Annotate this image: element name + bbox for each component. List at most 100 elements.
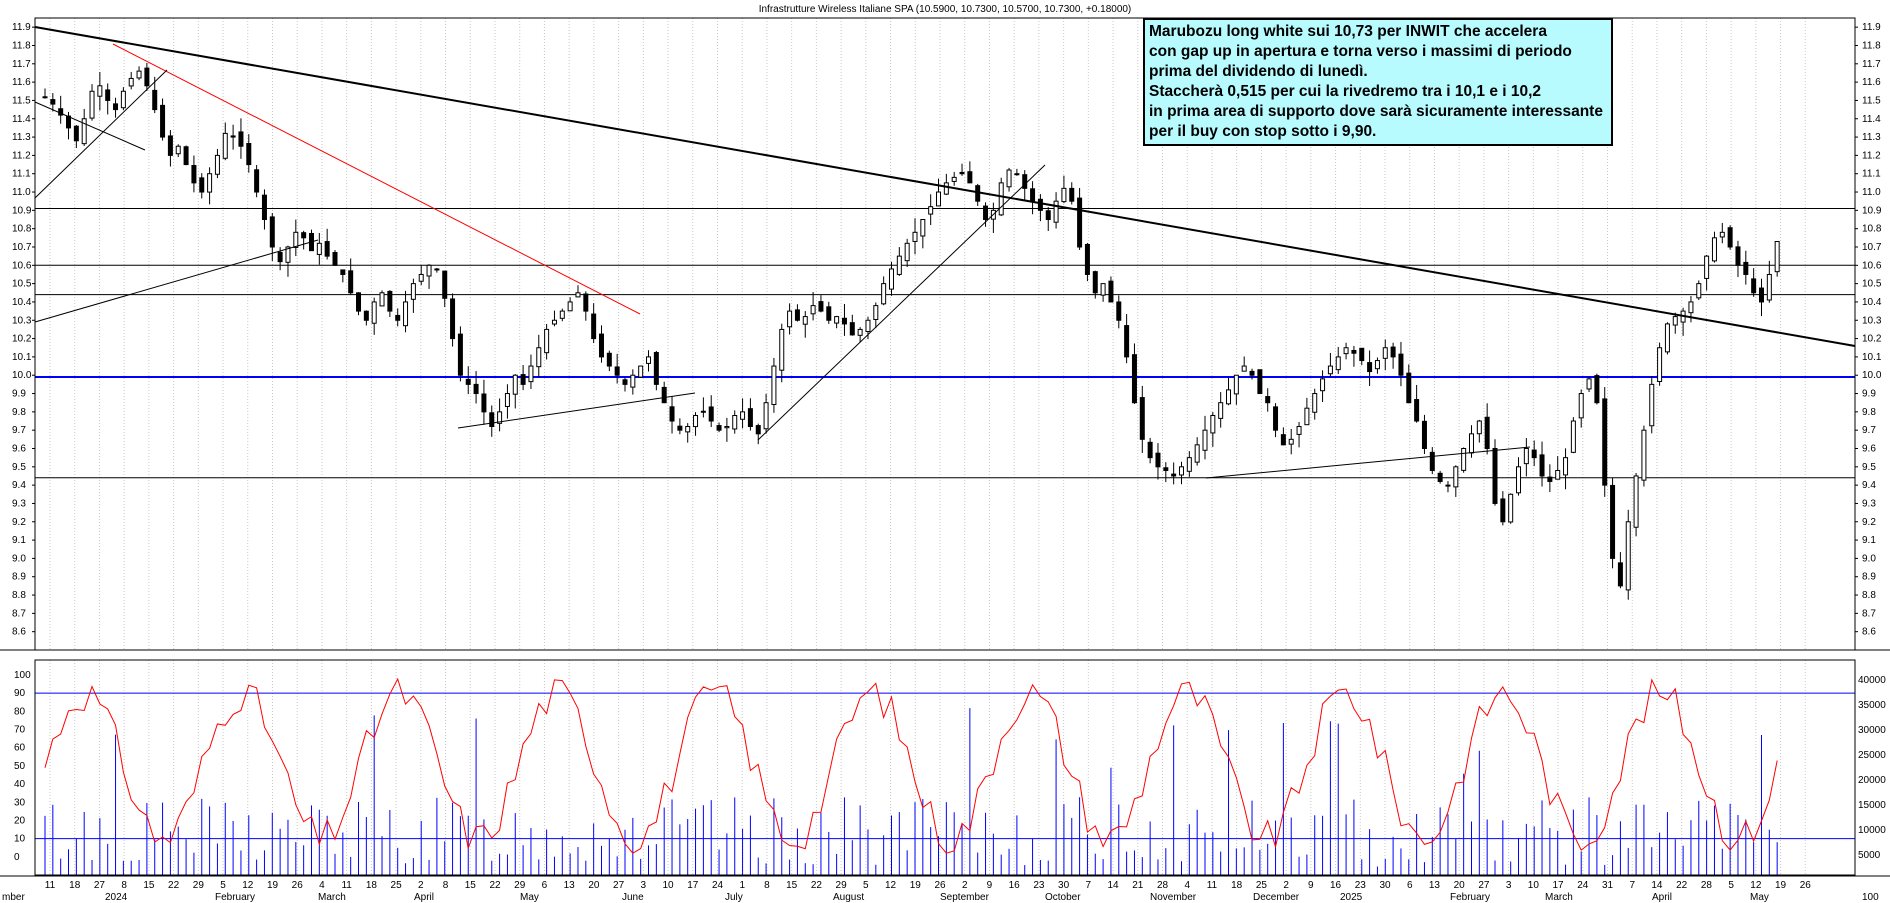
x-day-tick-label: 8 xyxy=(121,880,127,891)
y-tick-label-right: 8.7 xyxy=(1862,608,1876,619)
candle-body xyxy=(136,70,142,79)
candle-body xyxy=(418,273,424,282)
indicator-y-tick-right: 40000 xyxy=(1858,675,1886,686)
candle-body xyxy=(1516,466,1522,494)
candle-body xyxy=(583,293,589,312)
x-day-tick-label: 13 xyxy=(564,880,576,891)
x-day-tick-label: 17 xyxy=(687,880,699,891)
candle-body xyxy=(700,410,706,413)
trendline xyxy=(34,69,168,199)
indicator-y-tick-left: 0 xyxy=(14,852,20,863)
candle-body xyxy=(1273,406,1279,431)
candle-body xyxy=(434,268,440,271)
x-day-tick-label: 9 xyxy=(1308,880,1314,891)
y-tick-label-right: 11.2 xyxy=(1862,150,1881,161)
y-tick-label-left: 10.2 xyxy=(12,334,32,345)
trendline xyxy=(34,239,319,323)
candle-body xyxy=(1218,402,1224,419)
y-tick-label-right: 10.0 xyxy=(1862,370,1882,381)
candle-body xyxy=(1280,434,1286,446)
candle-body xyxy=(1421,420,1427,449)
candle-body xyxy=(1312,393,1318,413)
x-month-label: March xyxy=(1545,892,1573,903)
x-day-tick-label: 28 xyxy=(1701,880,1713,891)
annotation-line: Marubozu long white sui 10,73 per INWIT … xyxy=(1149,23,1547,40)
candle-body xyxy=(1257,369,1263,395)
candle-body xyxy=(826,306,832,321)
x-day-tick-label: 24 xyxy=(712,880,724,891)
candle-body xyxy=(332,252,338,266)
candle-body xyxy=(1774,240,1780,273)
candle-body xyxy=(1727,227,1733,248)
candle-body xyxy=(528,365,534,383)
candle-body xyxy=(1758,287,1764,303)
x-day-tick-label: 2 xyxy=(1283,880,1289,891)
y-tick-label-right: 11.6 xyxy=(1862,77,1881,88)
x-month-label: April xyxy=(1652,892,1672,903)
candle-body xyxy=(1155,452,1161,468)
annotation-line: Staccherà 0,515 per cui la rivedremo tra… xyxy=(1149,83,1542,100)
y-tick-label-right: 11.1 xyxy=(1862,169,1881,180)
x-day-tick-label: 14 xyxy=(1107,880,1119,891)
indicator-y-tick-right: 20000 xyxy=(1858,775,1886,786)
candle-body xyxy=(379,292,385,307)
y-tick-label-left: 9.2 xyxy=(12,517,26,528)
indicator-frame xyxy=(34,659,1856,876)
x-day-tick-label: 26 xyxy=(292,880,304,891)
candle-body xyxy=(1664,323,1670,353)
y-tick-label-left: 11.4 xyxy=(12,114,31,125)
indicator-y-tick-left: 60 xyxy=(14,743,26,754)
candle-body xyxy=(214,154,220,175)
candle-body xyxy=(983,205,989,221)
x-day-tick-label: 18 xyxy=(69,880,81,891)
x-day-tick-label: 5 xyxy=(220,880,226,891)
candle-body xyxy=(747,408,753,428)
oscillator-line xyxy=(44,677,1778,854)
candle-body xyxy=(1186,457,1192,472)
candle-body xyxy=(771,365,777,406)
candle-body xyxy=(489,412,495,428)
annotation-box: Marubozu long white sui 10,73 per INWIT … xyxy=(1143,18,1613,146)
candle-body xyxy=(269,216,275,248)
candle-body xyxy=(536,347,542,368)
x-month-label: June xyxy=(622,892,644,903)
candle-body xyxy=(167,135,173,156)
candle-body xyxy=(1249,370,1255,376)
x-day-tick-label: 11 xyxy=(1207,880,1218,891)
candle-body xyxy=(551,319,557,325)
x-day-tick-label: 23 xyxy=(1355,880,1367,891)
candle-body xyxy=(802,316,808,325)
x-month-label: mber xyxy=(2,892,25,903)
candle-body xyxy=(497,411,503,424)
y-tick-label-left: 11.1 xyxy=(12,169,31,180)
x-day-tick-label: 26 xyxy=(1800,880,1812,891)
x-day-tick-label: 27 xyxy=(94,880,106,891)
candle-body xyxy=(740,411,746,420)
x-month-label: February xyxy=(215,892,255,903)
annotation-line: per il buy con stop sotto i 9,90. xyxy=(1149,123,1377,140)
indicator-y-tick-right: 25000 xyxy=(1858,750,1886,761)
candle-body xyxy=(1288,438,1294,445)
x-day-tick-label: 29 xyxy=(836,880,848,891)
candle-body xyxy=(1359,347,1365,362)
y-tick-label-left: 11.3 xyxy=(12,132,31,143)
candle-body xyxy=(1265,396,1271,404)
y-tick-label-right: 10.1 xyxy=(1862,352,1882,363)
y-tick-label-right: 8.8 xyxy=(1862,590,1876,601)
x-month-label: December xyxy=(1253,892,1300,903)
candlesticks xyxy=(42,62,1780,600)
candle-body xyxy=(293,231,299,248)
candle-body xyxy=(1766,273,1772,301)
indicator-y-tick-left: 40 xyxy=(14,779,26,790)
indicator-y-tick-left: 70 xyxy=(14,725,26,736)
y-tick-label-left: 11.6 xyxy=(12,77,31,88)
x-day-tick-label: 27 xyxy=(1478,880,1490,891)
candle-body xyxy=(1139,397,1145,440)
x-day-tick-label: 25 xyxy=(1256,880,1268,891)
y-tick-label-left: 9.6 xyxy=(12,443,26,454)
y-tick-label-right: 10.9 xyxy=(1862,205,1882,216)
x-day-tick-label: 7 xyxy=(1629,880,1635,891)
y-tick-label-left: 10.7 xyxy=(12,242,32,253)
candle-body xyxy=(363,310,369,321)
y-tick-label-left: 9.7 xyxy=(12,425,26,436)
